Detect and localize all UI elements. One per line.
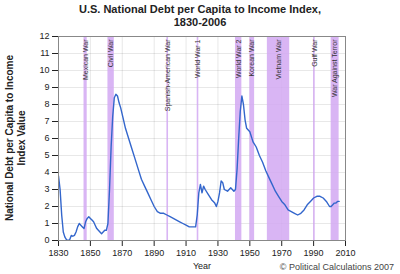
svg-text:4: 4 xyxy=(44,167,49,177)
svg-text:World War 1: World War 1 xyxy=(194,39,201,78)
svg-text:Year: Year xyxy=(193,261,211,271)
svg-text:1970: 1970 xyxy=(272,248,292,258)
html-text:© Political Calculations 2007: © Political Calculations 2007 xyxy=(279,262,394,272)
svg-text:Vietnam War: Vietnam War xyxy=(275,39,282,80)
svg-text:11: 11 xyxy=(40,48,49,58)
svg-text:1990: 1990 xyxy=(304,248,324,258)
html-text:National Debt per Capita to In: National Debt per Capita to Income Index… xyxy=(4,54,27,222)
svg-text:6: 6 xyxy=(44,133,49,143)
svg-text:Mexican War: Mexican War xyxy=(82,39,89,80)
html-text:U.S. National Debt per Capita: U.S. National Debt per Capita to Income … xyxy=(79,3,321,28)
svg-text:1850: 1850 xyxy=(80,248,100,258)
svg-text:1930: 1930 xyxy=(208,248,228,258)
svg-text:1870: 1870 xyxy=(112,248,132,258)
svg-text:3: 3 xyxy=(44,184,49,194)
svg-text:Spanish-American War: Spanish-American War xyxy=(164,39,172,111)
svg-text:12: 12 xyxy=(39,31,49,41)
svg-text:World War 2: World War 2 xyxy=(235,39,242,78)
svg-text:1890: 1890 xyxy=(144,248,164,258)
svg-text:Civil War: Civil War xyxy=(107,39,114,67)
svg-text:1910: 1910 xyxy=(176,248,196,258)
svg-text:War Against Terror: War Against Terror xyxy=(331,39,339,97)
svg-text:0: 0 xyxy=(44,235,49,245)
svg-text:2010: 2010 xyxy=(335,248,355,258)
svg-text:7: 7 xyxy=(44,116,49,126)
svg-text:Korean War: Korean War xyxy=(248,39,255,77)
svg-text:9: 9 xyxy=(44,82,49,92)
svg-text:10: 10 xyxy=(39,65,49,75)
svg-text:2: 2 xyxy=(44,201,49,211)
svg-text:1830: 1830 xyxy=(48,248,68,258)
svg-text:5: 5 xyxy=(44,150,49,160)
svg-text:1950: 1950 xyxy=(240,248,260,258)
svg-text:1: 1 xyxy=(44,218,49,228)
svg-text:Gulf War: Gulf War xyxy=(311,39,318,67)
svg-text:8: 8 xyxy=(44,99,49,109)
